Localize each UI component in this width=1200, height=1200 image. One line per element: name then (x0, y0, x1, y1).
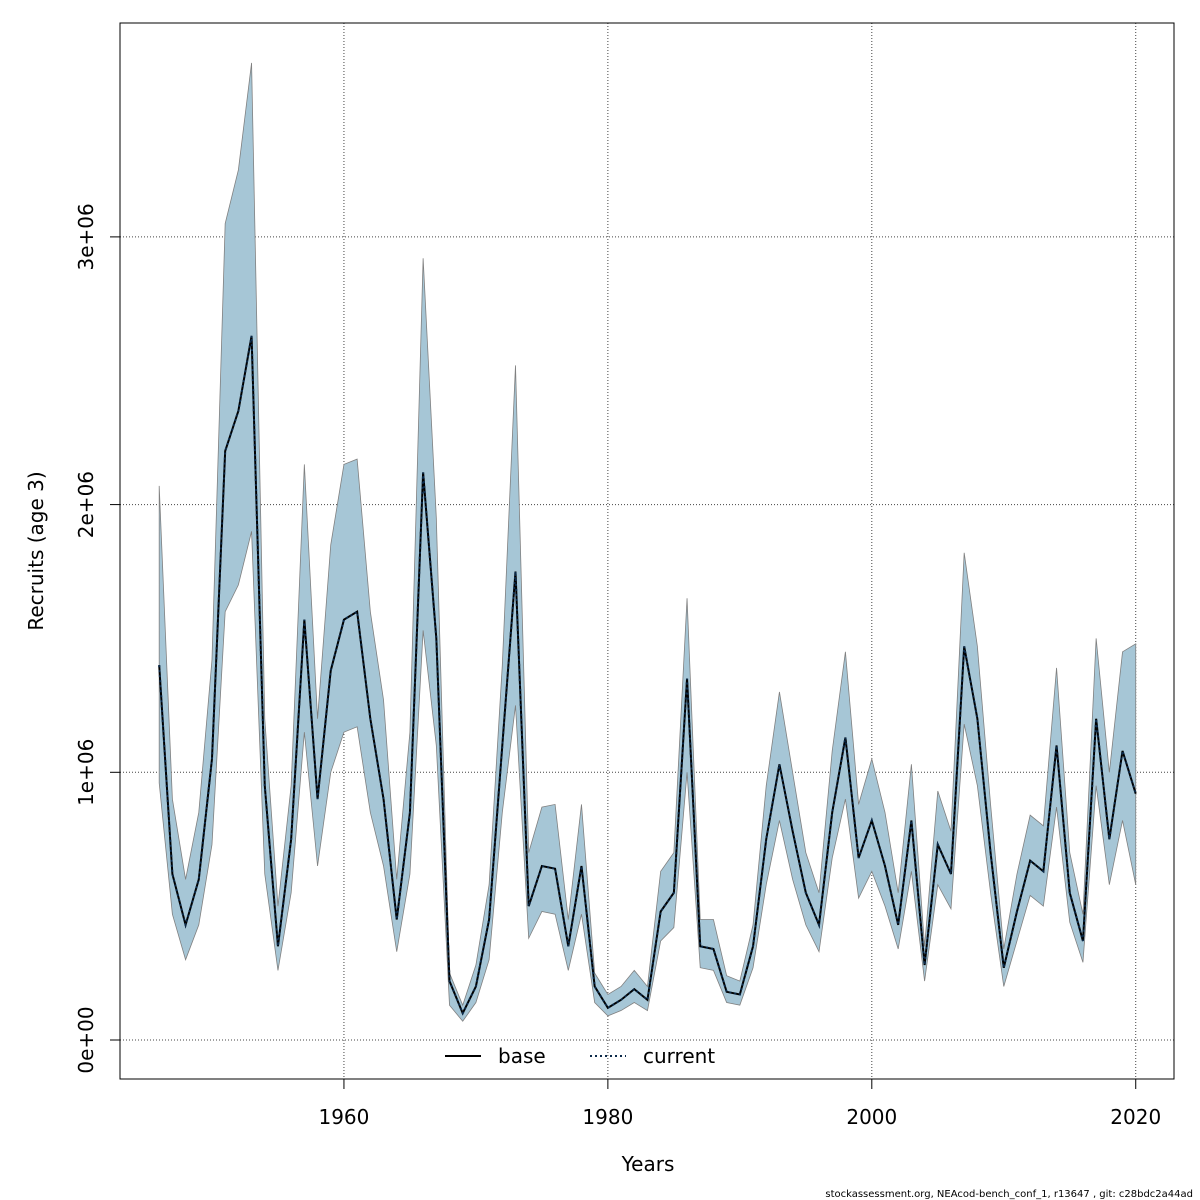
y-tick-label: 1e+06 (74, 739, 98, 806)
series-line (158, 335, 1137, 1016)
x-tick-label: 2000 (846, 1105, 897, 1129)
x-axis-label: Years (621, 1152, 675, 1176)
plot-frame (119, 22, 1175, 1080)
x-tick-label: 2020 (1110, 1105, 1161, 1129)
y-axis-label: Recruits (age 3) (24, 471, 48, 630)
legend-label: base (498, 1044, 546, 1068)
confidence-band (158, 62, 1137, 1022)
footnote: stockassessment.org, NEAcod-bench_conf_1… (825, 1189, 1193, 1200)
y-tick-label: 3e+06 (74, 203, 98, 270)
y-tick-label: 2e+06 (74, 471, 98, 538)
x-tick-label: 1980 (582, 1105, 633, 1129)
x-tick-label: 1960 (318, 1105, 369, 1129)
legend-label: current (643, 1044, 715, 1068)
y-tick-label: 0e+00 (74, 1006, 98, 1073)
